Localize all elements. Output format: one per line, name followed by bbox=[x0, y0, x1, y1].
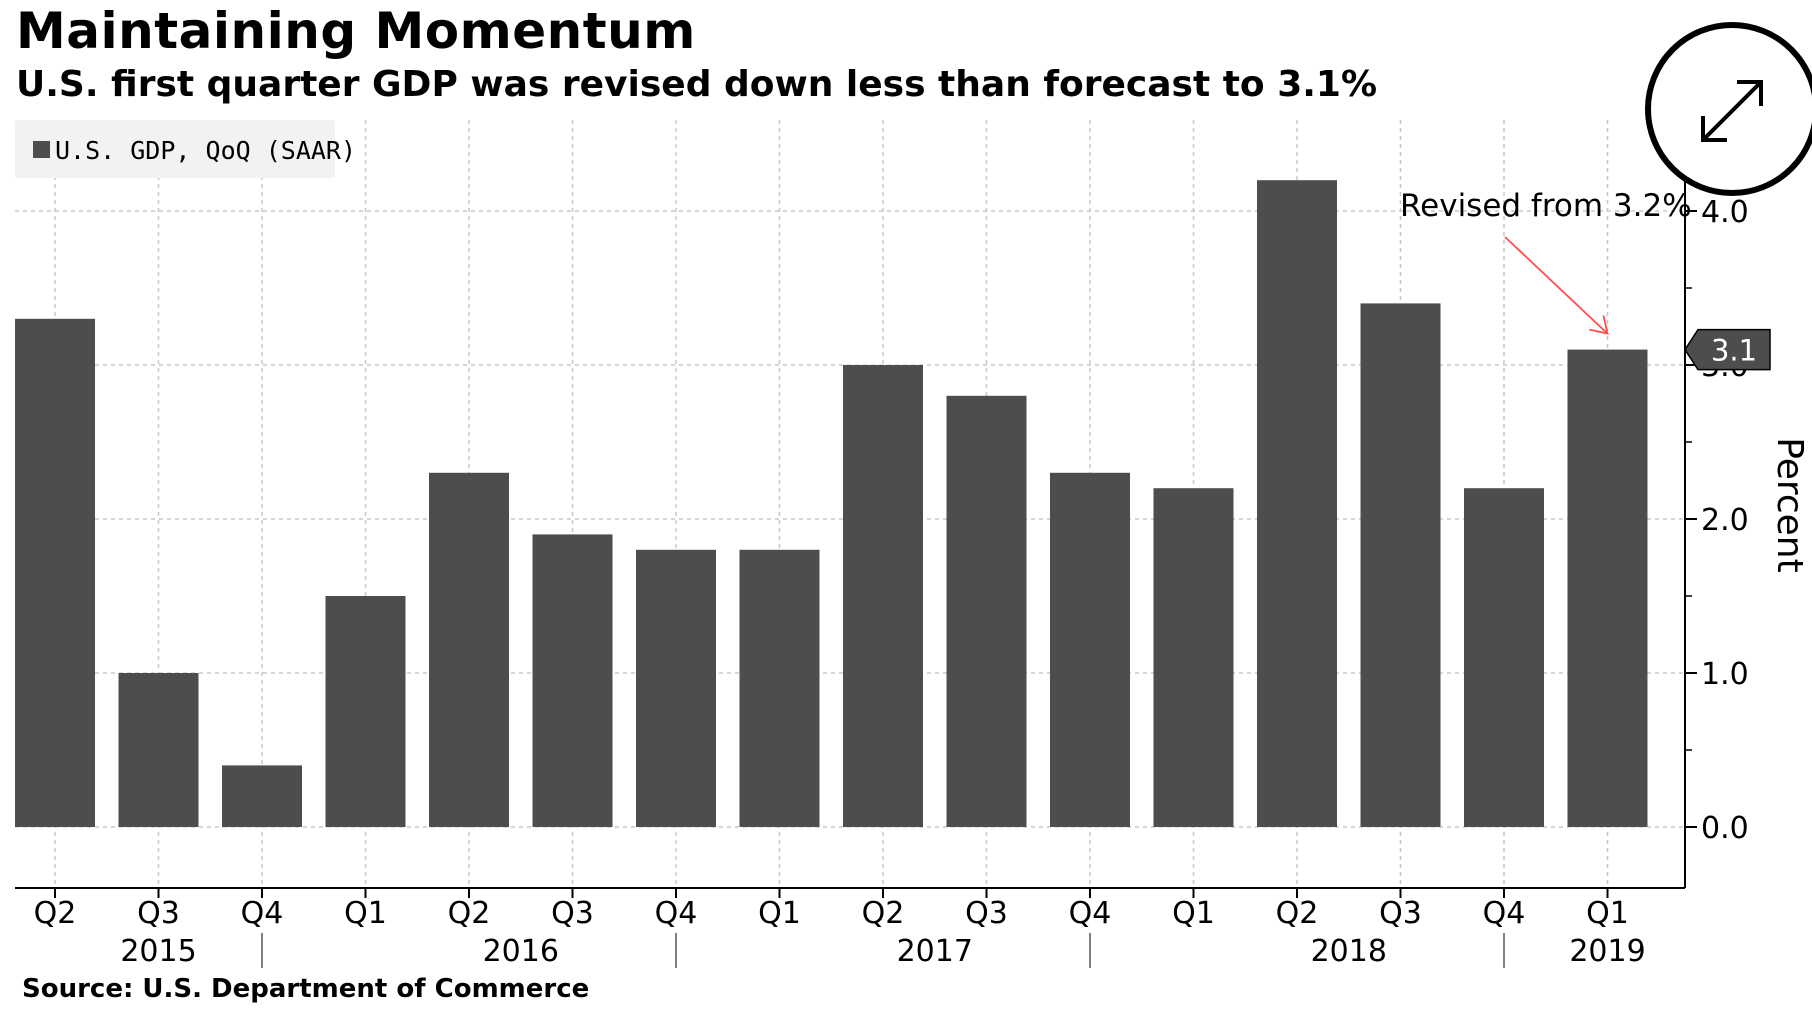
y-tick-label: 4.0 bbox=[1701, 195, 1749, 230]
bar bbox=[636, 549, 716, 827]
x-tick-label: Q1 bbox=[344, 896, 387, 931]
x-tick-label: Q2 bbox=[34, 896, 77, 931]
x-tick-label: Q1 bbox=[758, 896, 801, 931]
annotation-arrow bbox=[1504, 236, 1609, 335]
y-tick-label: 0.0 bbox=[1701, 811, 1749, 846]
chart-subtitle: U.S. first quarter GDP was revised down … bbox=[16, 64, 1378, 105]
annotation-text: Revised from 3.2% bbox=[1400, 188, 1692, 224]
bar bbox=[222, 765, 302, 827]
x-tick-label: Q1 bbox=[1586, 896, 1629, 931]
bar bbox=[429, 472, 509, 827]
legend: U.S. GDP, QoQ (SAAR) bbox=[15, 120, 356, 178]
x-tick-label: Q4 bbox=[1483, 896, 1526, 931]
bar bbox=[1257, 180, 1337, 827]
axis-labels: 0.01.02.03.04.0Q2Q3Q4Q1Q2Q3Q4Q1Q2Q3Q4Q1Q… bbox=[34, 195, 1810, 969]
bar bbox=[1050, 472, 1130, 827]
x-tick-label: Q2 bbox=[448, 896, 491, 931]
x-year-label: 2016 bbox=[483, 934, 559, 969]
x-year-label: 2018 bbox=[1311, 934, 1387, 969]
x-tick-label: Q2 bbox=[1276, 896, 1319, 931]
expand-button[interactable] bbox=[1645, 22, 1812, 196]
x-year-label: 2017 bbox=[897, 934, 973, 969]
bar bbox=[1153, 488, 1234, 827]
x-year-label: 2015 bbox=[120, 934, 196, 969]
source-note: Source: U.S. Department of Commerce bbox=[22, 974, 590, 1004]
x-tick-label: Q1 bbox=[1172, 896, 1215, 931]
bar bbox=[325, 596, 406, 827]
y-tick-label: 2.0 bbox=[1701, 503, 1749, 538]
bar bbox=[1360, 303, 1441, 827]
x-tick-label: Q4 bbox=[241, 896, 284, 931]
bar bbox=[843, 365, 923, 827]
y-tick-label: 1.0 bbox=[1701, 657, 1749, 692]
bar bbox=[1464, 488, 1544, 827]
x-tick-label: Q4 bbox=[655, 896, 698, 931]
bar bbox=[946, 395, 1027, 827]
x-tick-label: Q3 bbox=[965, 896, 1008, 931]
x-tick-label: Q3 bbox=[551, 896, 594, 931]
y-axis-title: Percent bbox=[1769, 437, 1810, 572]
last-value-label: 3.1 bbox=[1711, 334, 1757, 368]
legend-label: U.S. GDP, QoQ (SAAR) bbox=[55, 136, 356, 165]
annotation-arrowhead bbox=[1589, 315, 1609, 335]
chart-title: Maintaining Momentum bbox=[16, 2, 696, 60]
bar bbox=[1567, 349, 1648, 827]
x-tick-label: Q2 bbox=[862, 896, 905, 931]
annotation: Revised from 3.2% bbox=[1400, 188, 1692, 335]
bar bbox=[118, 673, 199, 827]
x-tick-label: Q3 bbox=[1379, 896, 1422, 931]
bars bbox=[15, 180, 1648, 827]
axes bbox=[15, 120, 1697, 968]
bar bbox=[739, 549, 820, 827]
expand-arrows-icon bbox=[1701, 80, 1763, 142]
legend-swatch bbox=[33, 141, 50, 158]
x-tick-label: Q4 bbox=[1069, 896, 1112, 931]
last-value-tag bbox=[1684, 328, 1771, 371]
bar bbox=[532, 534, 613, 827]
x-year-label: 2019 bbox=[1569, 934, 1645, 969]
bar bbox=[15, 318, 95, 827]
legend-background bbox=[15, 120, 335, 178]
x-tick-label: Q3 bbox=[137, 896, 180, 931]
